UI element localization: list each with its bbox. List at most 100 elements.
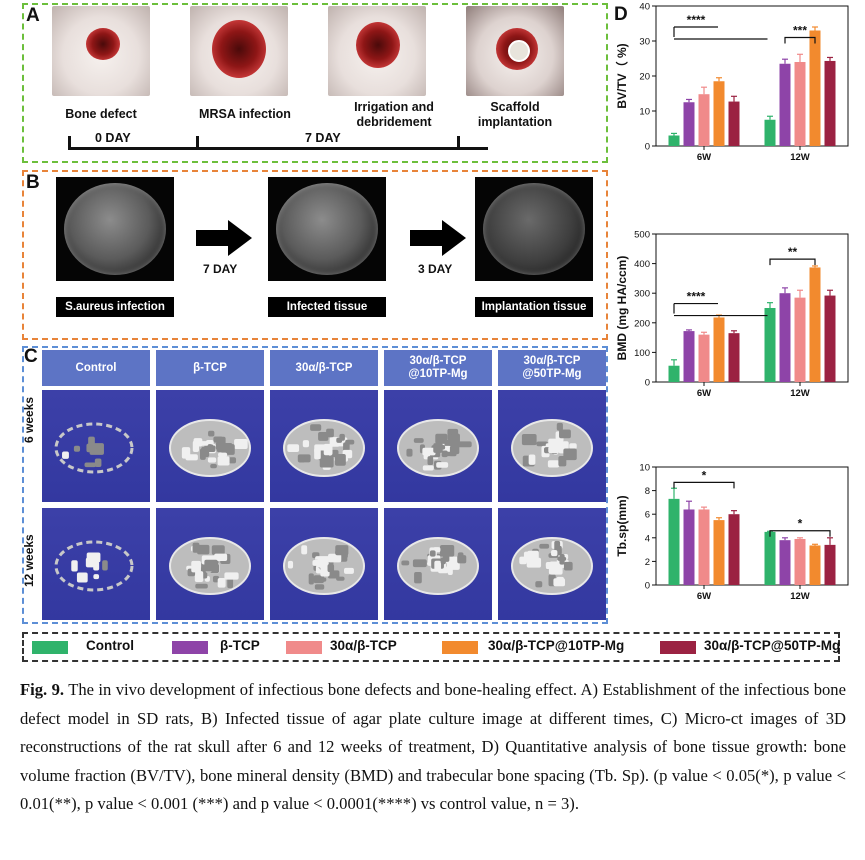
panel-b-letter: B — [26, 172, 40, 193]
bar — [683, 102, 695, 146]
y-axis-label: Tb.sp(mm) — [615, 495, 629, 556]
y-tick-label: 10 — [639, 107, 650, 118]
bar — [824, 60, 836, 147]
bar — [809, 30, 821, 146]
caption-text: The in vivo development of infectious bo… — [20, 680, 846, 813]
bar — [668, 498, 680, 585]
bar — [713, 317, 725, 382]
y-tick-label: 400 — [634, 259, 650, 270]
bar — [668, 135, 680, 146]
caption-fig-number: Fig. 9. — [20, 680, 65, 699]
significance-label: **** — [687, 13, 706, 27]
bar — [779, 63, 791, 146]
day-label-b1: 7 DAY — [203, 262, 238, 276]
y-tick-label: 10 — [639, 463, 650, 474]
caption-bone-defect: Bone defect — [65, 107, 137, 121]
x-tick-label: 6W — [697, 388, 711, 399]
chart-tbsp: 0 2 4 6 8 10 Tb.sp(mm) 6W 12W * * — [615, 463, 849, 602]
x-tick-label: 12W — [790, 388, 810, 399]
bar — [713, 81, 725, 146]
label-implantation: Implantation tissue — [475, 297, 593, 317]
y-tick-label: 4 — [645, 533, 650, 544]
legend-label-control: Control — [86, 638, 134, 653]
scaffold-icon — [508, 40, 530, 62]
bar — [794, 62, 806, 146]
significance-label: * — [702, 468, 707, 482]
plot-frame — [655, 233, 849, 383]
x-tick-label: 6W — [697, 152, 711, 163]
microct-image — [384, 390, 492, 502]
bar — [794, 297, 806, 382]
y-tick-label: 2 — [645, 557, 650, 568]
legend-swatch-control — [32, 641, 68, 654]
x-tick-label: 12W — [790, 591, 810, 602]
bar — [728, 333, 740, 382]
bar — [794, 538, 806, 585]
microct-image — [498, 390, 606, 502]
figure-caption: Fig. 9. The in vivo development of infec… — [20, 676, 846, 819]
y-tick-label: 300 — [634, 289, 650, 300]
arrow-right-icon — [410, 220, 466, 256]
bar — [764, 308, 776, 382]
bar — [698, 94, 710, 146]
legend: Control β-TCP 30α/β-TCP 30α/β-TCP@10TP-M… — [22, 632, 840, 662]
panel-c — [22, 346, 608, 624]
legend-swatch-10tp — [442, 641, 478, 654]
label-saureus: S.aureus infection — [56, 297, 174, 317]
header-btcp: β-TCP — [156, 350, 264, 386]
microct-image — [156, 390, 264, 502]
microct-image — [498, 508, 606, 620]
caption-irrigation: Irrigation and debridement — [354, 100, 434, 129]
x-tick-label: 12W — [790, 152, 810, 163]
bar — [764, 119, 776, 146]
microct-image — [270, 390, 378, 502]
panel-a-letter: A — [26, 5, 40, 26]
caption-mrsa-infection: MRSA infection — [199, 107, 291, 121]
significance-bracket — [769, 530, 831, 537]
legend-label-50tp: 30α/β-TCP@50TP-Mg — [704, 638, 841, 653]
bar — [683, 331, 695, 382]
microct-image — [384, 508, 492, 620]
day-label-b2: 3 DAY — [418, 262, 453, 276]
panel-c-letter: C — [24, 346, 38, 367]
x-tick-label: 6W — [697, 591, 711, 602]
y-axis-label: BV/TV（ %) — [614, 43, 629, 108]
header-control: Control — [42, 350, 150, 386]
y-tick-label: 6 — [645, 510, 650, 521]
y-tick-label: 0 — [645, 378, 650, 389]
bar — [683, 509, 695, 585]
photo-mrsa-infection — [190, 6, 288, 96]
day-label-7: 7 DAY — [305, 131, 341, 145]
arrow-right-icon — [196, 220, 252, 256]
bar — [698, 509, 710, 585]
microct-image — [42, 390, 150, 502]
photo-irrigation — [328, 6, 426, 96]
photo-scaffold — [466, 6, 564, 96]
significance-bracket — [784, 36, 816, 44]
significance-label: * — [798, 517, 803, 531]
significance-bracket — [673, 481, 735, 489]
timeline-tick — [196, 136, 199, 150]
agar-plate-2 — [268, 177, 386, 281]
row-label-6w: 6 weeks — [22, 396, 36, 443]
y-tick-label: 100 — [634, 348, 650, 359]
bar — [824, 295, 836, 382]
microct-image — [42, 508, 150, 620]
y-tick-label: 200 — [634, 318, 650, 329]
y-tick-label: 0 — [645, 581, 650, 592]
timeline-tick — [68, 136, 71, 150]
row-label-12w: 12 weeks — [22, 534, 36, 587]
significance-label: ** — [788, 245, 798, 259]
bar — [668, 365, 680, 382]
legend-label-30a: 30α/β-TCP — [330, 638, 397, 653]
y-axis-label: BMD (mg HA/ccm) — [615, 256, 629, 361]
y-tick-label: 8 — [645, 486, 650, 497]
bar — [764, 531, 776, 585]
y-tick-label: 500 — [634, 230, 650, 241]
legend-swatch-30a — [286, 641, 322, 654]
bar — [728, 101, 740, 146]
bar — [698, 334, 710, 382]
legend-label-10tp: 30α/β-TCP@10TP-Mg — [488, 638, 625, 653]
bar — [809, 545, 821, 585]
